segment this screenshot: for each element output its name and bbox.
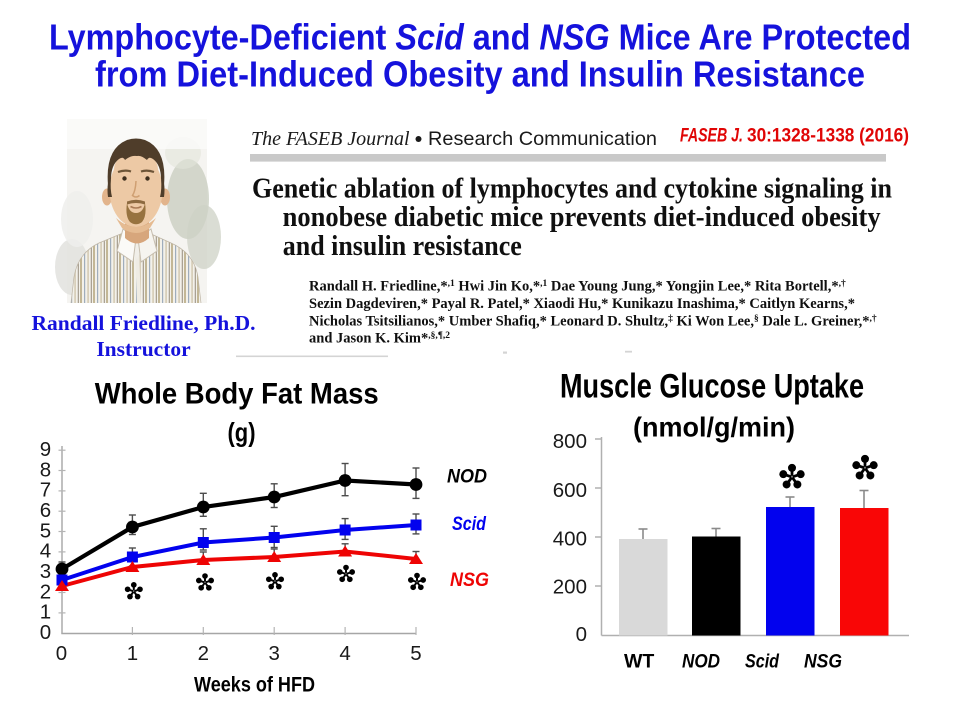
svg-text:0: 0 xyxy=(576,623,587,646)
svg-text:WT: WT xyxy=(624,651,654,673)
svg-text:nonobese diabetic mice prevent: nonobese diabetic mice prevents diet-ind… xyxy=(283,202,881,233)
svg-text:Randall H. Friedline,*,1 Hwi J: Randall H. Friedline,*,1 Hwi Jin Ko,*,1 … xyxy=(309,279,846,295)
svg-text:0: 0 xyxy=(56,642,67,665)
svg-text:Instructor: Instructor xyxy=(96,337,191,361)
svg-text:Weeks of HFD: Weeks of HFD xyxy=(194,674,315,697)
svg-text:NOD: NOD xyxy=(447,466,487,488)
svg-text:Lymphocyte-Deficient Scid and: Lymphocyte-Deficient Scid and NSG Mice A… xyxy=(49,17,911,58)
svg-text:0: 0 xyxy=(40,621,51,644)
svg-text:and insulin resistance: and insulin resistance xyxy=(283,231,522,262)
svg-text:Muscle Glucose Uptake: Muscle Glucose Uptake xyxy=(560,368,864,406)
svg-text:3: 3 xyxy=(268,642,279,665)
svg-text:5: 5 xyxy=(40,519,51,542)
svg-text:4: 4 xyxy=(339,642,350,665)
svg-text:Randall Friedline, Ph.D.: Randall Friedline, Ph.D. xyxy=(32,311,256,335)
svg-text:(nmol/g/min): (nmol/g/min) xyxy=(633,412,795,443)
svg-text:FASEB J.: FASEB J. xyxy=(680,125,743,147)
svg-text:The FASEB Journal: The FASEB Journal xyxy=(251,128,410,150)
svg-text:1: 1 xyxy=(40,601,51,624)
svg-text:Sezin Dagdeviren,* Payal R. Pa: Sezin Dagdeviren,* Payal R. Patel,* Xiao… xyxy=(309,296,855,312)
svg-text:and Jason K. Kim*,§,¶,2: and Jason K. Kim*,§,¶,2 xyxy=(309,331,450,347)
svg-text:30:1328-1338 (2016): 30:1328-1338 (2016) xyxy=(747,125,909,147)
svg-text:NSG: NSG xyxy=(804,651,842,673)
svg-text:2: 2 xyxy=(40,580,51,603)
svg-text:4: 4 xyxy=(40,540,51,563)
svg-text:2: 2 xyxy=(198,642,209,665)
svg-text:800: 800 xyxy=(553,430,587,453)
svg-text:5: 5 xyxy=(410,642,421,665)
svg-text:Genetic ablation of lymphocyte: Genetic ablation of lymphocytes and cyto… xyxy=(252,173,892,204)
svg-text:Research Communication: Research Communication xyxy=(428,128,657,150)
svg-text:200: 200 xyxy=(553,576,587,599)
svg-text:NOD: NOD xyxy=(682,651,720,673)
svg-text:600: 600 xyxy=(553,479,587,502)
svg-text:Whole Body Fat Mass: Whole Body Fat Mass xyxy=(95,378,379,411)
svg-text:3: 3 xyxy=(40,560,51,583)
svg-text:9: 9 xyxy=(40,438,51,461)
svg-text:Nicholas Tsitsilianos,* Umber: Nicholas Tsitsilianos,* Umber Shafiq,* L… xyxy=(309,313,877,329)
svg-text:400: 400 xyxy=(553,528,587,551)
svg-text:Scid: Scid xyxy=(452,513,487,535)
svg-text:6: 6 xyxy=(40,499,51,522)
svg-text:(g): (g) xyxy=(228,418,256,448)
svg-text:8: 8 xyxy=(40,458,51,481)
svg-text:Scid: Scid xyxy=(745,651,780,673)
svg-text:1: 1 xyxy=(127,642,138,665)
svg-text:from Diet-Induced Obesity and: from Diet-Induced Obesity and Insulin Re… xyxy=(95,54,865,95)
svg-text:7: 7 xyxy=(40,479,51,502)
svg-text:NSG: NSG xyxy=(450,569,489,591)
